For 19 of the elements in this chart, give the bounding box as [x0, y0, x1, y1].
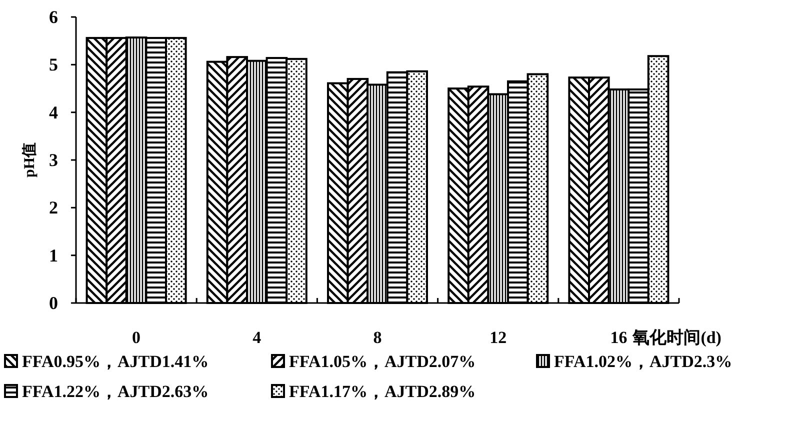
- x-tick-label: 12: [490, 328, 507, 347]
- legend-label: FFA1.17%，AJTD2.89%: [289, 382, 476, 401]
- legend-label: FFA1.22%，AJTD2.63%: [22, 382, 209, 401]
- y-tick-label: 5: [49, 54, 58, 75]
- y-tick-label: 0: [49, 293, 58, 313]
- y-tick-label: 1: [49, 245, 58, 266]
- y-tick-label: 6: [49, 7, 58, 27]
- x-axis-title: 氧化时间(d): [632, 328, 722, 347]
- legend-label: FFA1.05%，AJTD2.07%: [289, 352, 476, 371]
- y-tick-label: 4: [49, 102, 58, 122]
- x-tick-label: 8: [373, 328, 382, 347]
- x-tick-label: 16: [610, 328, 628, 347]
- y-tick-label: 3: [49, 150, 58, 170]
- x-tick-label: 0: [132, 328, 141, 347]
- legend-label: FFA0.95%，AJTD1.41%: [22, 352, 209, 371]
- x-tick-label: 4: [252, 328, 262, 347]
- y-tick-label: 2: [49, 198, 58, 218]
- y-axis-title: pH值: [21, 142, 38, 178]
- legend-label: FFA1.02%，AJTD2.3%: [554, 352, 732, 371]
